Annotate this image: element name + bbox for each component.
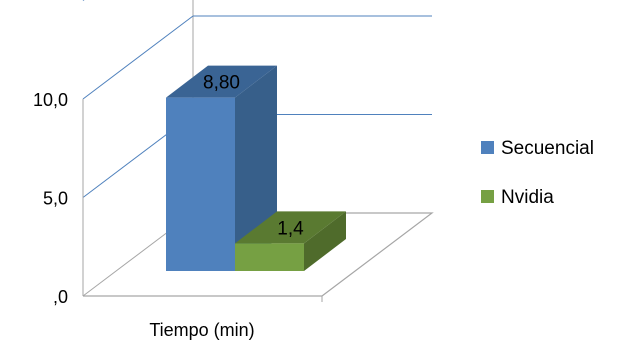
gridline-side	[82, 0, 85, 1]
bar-side-face	[304, 211, 346, 271]
legend-item-secuencial: Secuencial	[481, 138, 594, 159]
bar-front-face	[166, 97, 235, 271]
data-label-secuencial: 8,80	[203, 73, 240, 94]
y-tick-label: 10,0	[33, 90, 68, 110]
legend-label-nvidia: Nvidia	[501, 187, 554, 208]
bar-top-face	[235, 211, 346, 244]
x-tick-label: Tiempo (min)	[149, 320, 254, 340]
legend-item-nvidia: Nvidia	[481, 187, 554, 208]
legend: Secuencial Nvidia	[481, 138, 594, 208]
bars	[166, 65, 346, 271]
data-labels: 8,80 1,4	[203, 73, 304, 240]
x-axis: Tiempo (min)	[149, 320, 254, 340]
legend-swatch-nvidia	[481, 190, 494, 203]
y-tick-label: ,0	[53, 287, 68, 307]
y-axis: ,0 5,0 10,0	[33, 90, 323, 307]
legend-label-secuencial: Secuencial	[501, 138, 594, 159]
bar-front-face	[235, 243, 304, 271]
legend-swatch-secuencial	[481, 141, 494, 154]
bar-nvidia	[235, 211, 346, 271]
y-tick-label: 5,0	[43, 189, 68, 209]
bar-secuencial	[166, 65, 277, 271]
bar-top-face	[166, 65, 277, 98]
data-label-nvidia: 1,4	[277, 218, 304, 239]
gridline-side	[82, 15, 194, 100]
